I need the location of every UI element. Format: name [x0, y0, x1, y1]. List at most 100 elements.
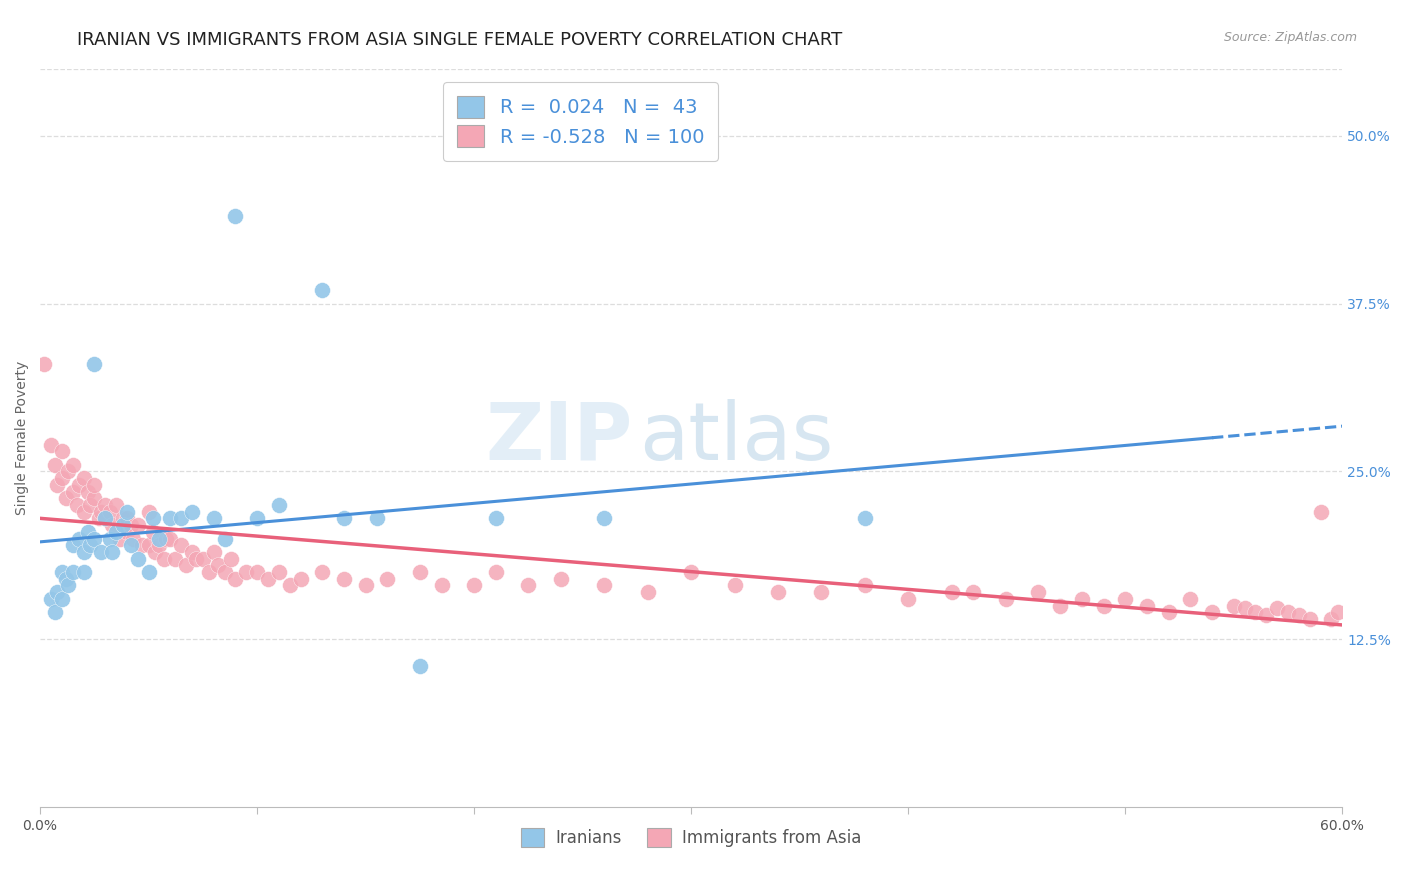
Point [115, 511, 138, 525]
Point [1049, 599, 1071, 613]
Point [79, 498, 101, 512]
Point [163, 551, 186, 566]
Point [120, 538, 142, 552]
Point [87, 511, 110, 525]
Point [333, 572, 356, 586]
Point [311, 283, 333, 297]
Point [810, 585, 832, 599]
Point [138, 505, 160, 519]
Point [62, 458, 84, 472]
Point [51, 444, 73, 458]
Text: IRANIAN VS IMMIGRANTS FROM ASIA SINGLE FEMALE POVERTY CORRELATION CHART: IRANIAN VS IMMIGRANTS FROM ASIA SINGLE F… [77, 31, 842, 49]
Point [1265, 601, 1288, 615]
Point [1320, 612, 1343, 626]
Point [409, 565, 432, 579]
Point [214, 532, 236, 546]
Point [1028, 585, 1050, 599]
Point [198, 565, 221, 579]
Point [962, 585, 984, 599]
Point [186, 551, 208, 566]
Point [58, 578, 80, 592]
Point [593, 578, 616, 592]
Text: atlas: atlas [640, 399, 834, 477]
Point [122, 532, 145, 546]
Point [148, 532, 170, 546]
Point [1180, 591, 1202, 606]
Point [51, 591, 73, 606]
Point [127, 551, 149, 566]
Point [1092, 599, 1115, 613]
Point [111, 511, 134, 525]
Y-axis label: Single Female Poverty: Single Female Poverty [15, 360, 30, 515]
Point [83, 477, 105, 491]
Point [72, 565, 94, 579]
Point [58, 464, 80, 478]
Point [853, 578, 876, 592]
Point [246, 565, 269, 579]
Point [219, 551, 242, 566]
Point [94, 498, 117, 512]
Point [1309, 505, 1331, 519]
Point [115, 505, 138, 519]
Point [127, 518, 149, 533]
Point [55, 491, 77, 506]
Point [550, 572, 572, 586]
Point [98, 505, 121, 519]
Point [138, 565, 160, 579]
Point [79, 538, 101, 552]
Point [897, 591, 920, 606]
Point [76, 524, 98, 539]
Point [143, 545, 166, 559]
Point [290, 572, 312, 586]
Point [46, 585, 69, 599]
Point [100, 518, 122, 533]
Point [1222, 599, 1244, 613]
Point [202, 545, 225, 559]
Text: Source: ZipAtlas.com: Source: ZipAtlas.com [1223, 31, 1357, 45]
Point [1233, 601, 1256, 615]
Point [83, 357, 105, 371]
Point [214, 565, 236, 579]
Point [72, 545, 94, 559]
Point [105, 498, 128, 512]
Point [207, 558, 229, 573]
Point [1201, 605, 1223, 619]
Point [159, 532, 181, 546]
Point [191, 551, 214, 566]
Point [142, 524, 165, 539]
Point [34, 357, 56, 371]
Point [72, 505, 94, 519]
Point [90, 545, 112, 559]
Point [174, 558, 197, 573]
Point [267, 565, 290, 579]
Point [409, 659, 432, 673]
Point [46, 477, 69, 491]
Point [181, 505, 204, 519]
Point [51, 565, 73, 579]
Point [138, 538, 160, 552]
Point [723, 578, 745, 592]
Point [375, 572, 398, 586]
Point [637, 585, 659, 599]
Point [148, 538, 170, 552]
Point [1327, 605, 1350, 619]
Point [67, 532, 90, 546]
Point [766, 585, 789, 599]
Point [366, 511, 388, 525]
Point [463, 578, 485, 592]
Point [681, 565, 703, 579]
Point [66, 498, 89, 512]
Point [430, 578, 453, 592]
Point [44, 605, 66, 619]
Point [159, 511, 181, 525]
Point [39, 437, 62, 451]
Point [94, 511, 117, 525]
Point [170, 511, 193, 525]
Point [224, 209, 246, 223]
Point [39, 591, 62, 606]
Point [1114, 591, 1136, 606]
Point [202, 511, 225, 525]
Point [55, 572, 77, 586]
Point [485, 565, 508, 579]
Point [131, 538, 153, 552]
